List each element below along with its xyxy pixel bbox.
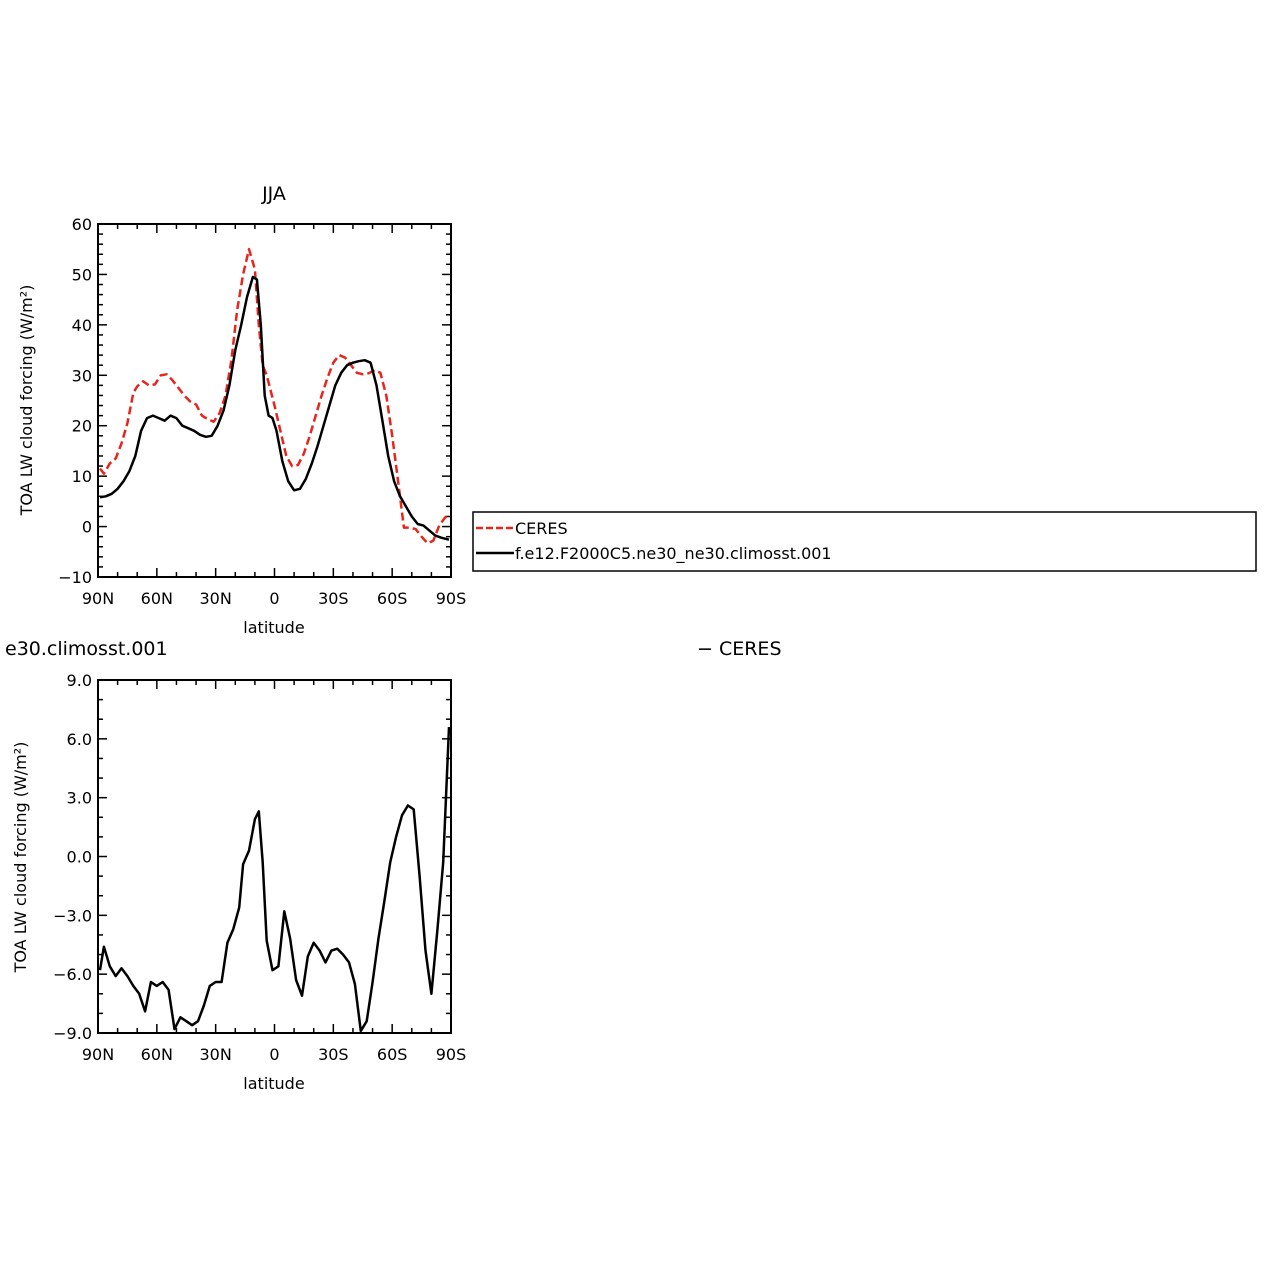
top-x-axis-label: latitude [243,618,304,637]
y-tick-label: 10 [72,467,92,486]
legend-box [472,511,1257,572]
y-tick-label: 0 [82,518,92,537]
y-tick-label: 30 [72,366,92,385]
x-tick-label: 90N [82,1045,114,1064]
x-tick-label: 60N [141,1045,173,1064]
y-tick-label: 20 [72,417,92,436]
y-tick-label: 50 [72,265,92,284]
x-tick-label: 60S [377,589,408,608]
y-tick-label: 60 [72,215,92,234]
bottom-panel: e30.climosst.001 − CERES latitude TOA LW… [5,638,782,1093]
y-tick-label: 0.0 [67,848,92,867]
bot-series-line-0 [98,727,451,1033]
top-panel: JJA latitude TOA LW cloud forcing (W/m²)… [17,183,466,637]
x-tick-label: 60N [141,589,173,608]
bottom-plot-frame [97,679,452,1034]
y-tick-label: 6.0 [67,730,92,749]
x-tick-label: 30S [318,589,349,608]
x-tick-label: 90S [436,1045,467,1064]
top-axis-ticks [97,223,452,578]
top-series-line-0 [99,247,450,545]
y-tick-label: −10 [58,568,92,587]
top-y-axis-label: TOA LW cloud forcing (W/m²) [17,285,36,517]
top-plot-frame [97,223,452,578]
top-series-line-1 [99,275,450,541]
legend-label-ceres: CERES [515,519,568,538]
x-tick-label: 30S [318,1045,349,1064]
bottom-y-tick-labels: −9.0 −6.0 −3.0 0.0 3.0 6.0 9.0 [53,671,92,1043]
x-tick-label: 60S [377,1045,408,1064]
top-chart-title: JJA [261,183,286,205]
legend-label-model: f.e12.F2000C5.ne30_ne30.climosst.001 [515,544,832,564]
x-tick-label: 0 [269,1045,279,1064]
bottom-x-tick-labels: 90N 60N 30N 0 30S 60S 90S [82,1045,466,1064]
y-tick-label: 9.0 [67,671,92,690]
y-tick-label: 40 [72,316,92,335]
bottom-chart-title-right: − CERES [697,638,782,660]
x-tick-label: 30N [200,589,232,608]
x-tick-label: 90S [436,589,467,608]
y-tick-label: −3.0 [53,906,92,925]
y-tick-label: −9.0 [53,1024,92,1043]
top-series-lines [99,247,450,545]
bottom-chart-title-left: e30.climosst.001 [5,638,168,660]
bottom-y-axis-label: TOA LW cloud forcing (W/m²) [11,742,30,974]
bottom-axis-ticks [97,679,452,1034]
x-tick-label: 0 [269,589,279,608]
top-y-tick-labels: −10 0 10 20 30 40 50 60 [58,215,92,587]
legend: CERES f.e12.F2000C5.ne30_ne30.climosst.0… [472,511,1257,572]
y-tick-label: 3.0 [67,789,92,808]
x-tick-label: 30N [200,1045,232,1064]
x-tick-label: 90N [82,589,114,608]
top-x-tick-labels: 90N 60N 30N 0 30S 60S 90S [82,589,466,608]
bottom-series-lines [98,727,451,1033]
bottom-x-axis-label: latitude [243,1074,304,1093]
y-tick-label: −6.0 [53,965,92,984]
